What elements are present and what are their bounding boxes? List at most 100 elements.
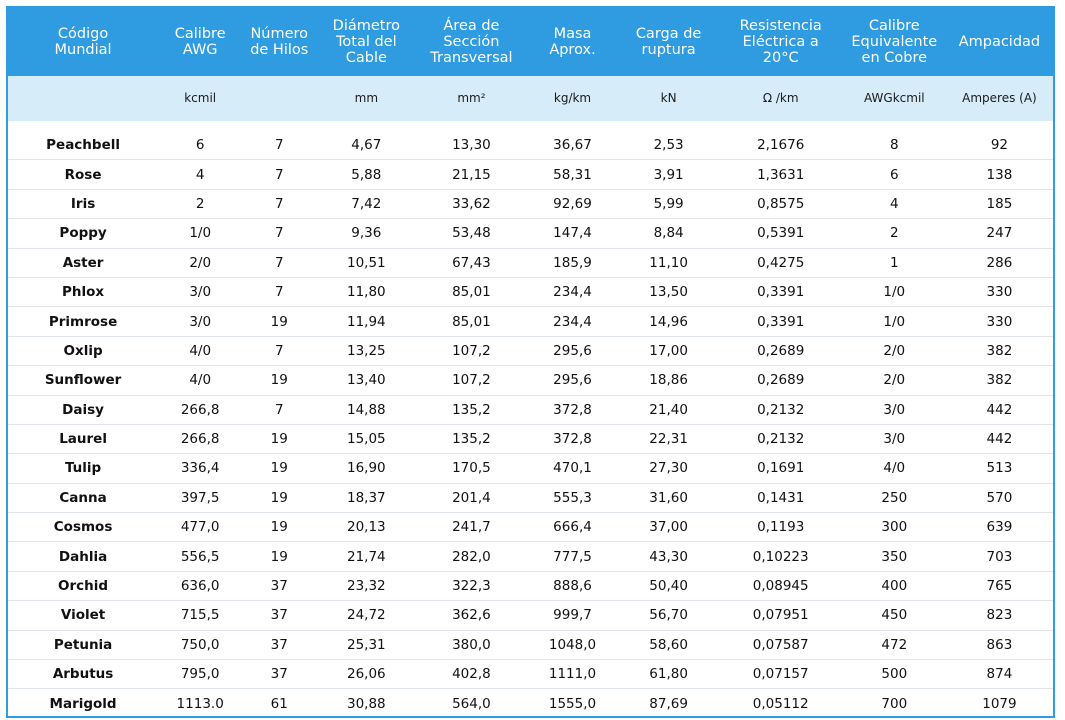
table-cell: 15,05 [316,424,417,455]
table-cell: 19 [242,306,317,337]
table-cell: 0,10223 [718,541,843,572]
table-cell: 1048,0 [526,630,619,661]
table-cell: 25,31 [316,630,417,661]
table-cell: 234,4 [526,306,619,337]
column-header-line: Transversal [430,50,513,66]
table-row: Dahlia 556,5 19 21,74 282,0 777,5 43,30 0,10223… [8,541,1053,572]
table-cell: 19 [242,512,317,543]
table-cell: 1,3631 [718,159,843,190]
table-cell: 14,88 [316,395,417,425]
table-cell: 2 [842,218,946,249]
table-cell: 999,7 [526,600,619,631]
table-cell: 37 [242,630,317,661]
table-cell: 37 [242,600,317,631]
table-cell: 300 [842,512,946,543]
table-cell: 765 [945,571,1053,602]
table-cell: 750,0 [158,630,243,661]
table-cell: 372,8 [526,424,619,455]
column-header-line: ruptura [641,42,696,58]
column-header-line: Ampacidad [958,34,1041,50]
column-header: Calibre AWG [158,8,243,76]
table-cell: 56,70 [618,600,719,631]
table-cell: 135,2 [416,395,527,425]
table-cell: 295,6 [526,336,619,367]
table-cell: 18,37 [316,483,417,514]
table-cell: 450 [842,600,946,631]
column-header: Diámetro Total del Cable [316,8,417,76]
table-cell: 1/0 [842,277,946,308]
table-cell: 13,30 [416,131,527,161]
table-cell: 266,8 [158,424,243,455]
table-cell: 21,74 [316,541,417,572]
table-cell: 1 [842,248,946,278]
column-header-line: Número [250,26,309,42]
table-cell: 442 [945,424,1053,455]
cable-code-cell: Violet [8,600,159,631]
cable-code-cell: Marigold [49,695,117,712]
column-header-line: Carga de [635,26,702,42]
table-cell: 397,5 [158,483,243,514]
table-cell: 2/0 [842,336,946,367]
table-cell: 185,9 [526,248,619,278]
unit-cell: mm² [416,76,527,121]
table-cell: 1079 [982,695,1017,712]
table-cell: 19 [242,541,317,572]
table-cell: 380,0 [416,630,527,661]
table-cell: 3/0 [158,306,243,337]
cable-code-cell: Phlox [8,277,159,308]
table-cell: 92 [945,131,1053,161]
cable-code-cell: Laurel [8,424,159,455]
table-row: Cosmos 477,0 19 20,13 241,7 666,4 37,00 0,1193 3… [8,512,1053,543]
table-cell: 22,31 [618,424,719,455]
table-cell: 1111,0 [526,659,619,690]
table-cell: 8 [842,131,946,161]
table-cell: 185 [945,189,1053,220]
table-cell: 6 [842,159,946,190]
table-cell: 639 [945,512,1053,543]
table-cell: 266,8 [158,395,243,425]
column-header-line: Aprox. [549,42,596,58]
column-header: Número de Hilos [242,8,317,76]
table-cell: 23,32 [316,571,417,602]
table-cell: 0,07951 [718,600,843,631]
table-cell: 295,6 [526,365,619,396]
table-cell: 470,1 [526,453,619,484]
cable-code-cell: Dahlia [8,541,159,572]
table-cell: 555,3 [526,483,619,514]
table-cell: 3/0 [842,395,946,425]
table-cell: 138 [945,159,1053,190]
cable-code-cell: Sunflower [8,365,159,396]
cable-code-cell: Rose [8,159,159,190]
table-cell: 2/0 [842,365,946,396]
table-row: Canna 397,5 19 18,37 201,4 555,3 31,60 0,1431 25… [8,483,1053,514]
table-cell: 382 [945,365,1053,396]
column-header-line: AWG [182,42,218,58]
table-cell: 7 [242,159,317,190]
table-cell: 336,4 [158,453,243,484]
table-cell: 2,1676 [718,131,843,161]
table-row: Orchid 636,0 37 23,32 322,3 888,6 50,40 0,08945… [8,571,1053,602]
table-cell: 0,2132 [718,424,843,455]
table-cell: 0,1431 [718,483,843,514]
table-cell: 21,40 [618,395,719,425]
cable-code-cell: Canna [8,483,159,514]
table-cell: 400 [842,571,946,602]
table-cell: 27,30 [618,453,719,484]
cable-code-cell: Petunia [8,630,159,661]
column-header: Carga de ruptura [618,8,719,76]
table-cell: 286 [945,248,1053,278]
unit-cell [242,76,317,121]
table-cell: 13,25 [316,336,417,367]
table-cell: 21,15 [416,159,527,190]
table-cell: 85,01 [416,277,527,308]
cable-code-cell: Iris [8,189,159,220]
table-cell: 7 [242,336,317,367]
table-cell: 7 [242,277,317,308]
table-cell: 17,00 [618,336,719,367]
table-cell: 350 [842,541,946,572]
table-cell: 888,6 [526,571,619,602]
table-cell: 43,30 [618,541,719,572]
spacer-cell [8,121,1053,132]
table-cell: 0,2689 [718,336,843,367]
table-cell: 2/0 [158,248,243,278]
